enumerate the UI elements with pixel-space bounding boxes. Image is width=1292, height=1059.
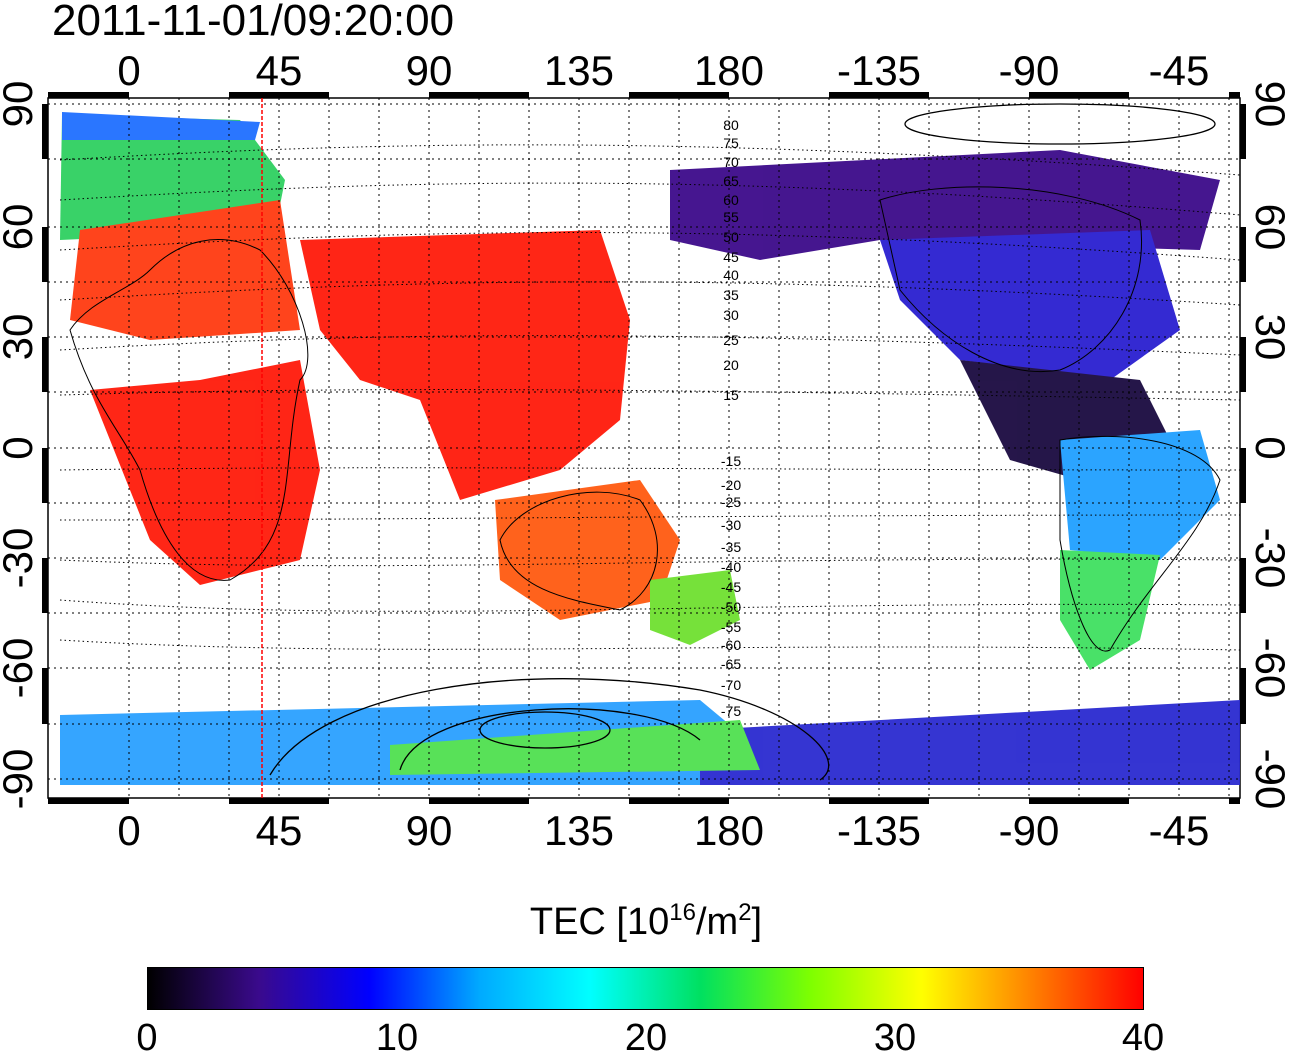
bottom-lon-tick-label: -135	[837, 807, 921, 854]
region-south-america-south	[1060, 550, 1160, 670]
contour-label: 60	[723, 192, 739, 208]
top-lon-tick-label: 180	[694, 47, 764, 94]
contour-label: -50	[721, 599, 741, 615]
coastlines	[69, 186, 1221, 652]
contour-label: 20	[723, 357, 739, 373]
top-longitude-ticks: 0 45 90 135 180 -135 -90 -45	[117, 47, 1209, 94]
colorbar-title-unit: /m	[695, 901, 739, 943]
bottom-lon-tick-label: -45	[1149, 807, 1210, 854]
left-latitude-ticks: 90 60 30 0 -30 -60 -90	[0, 81, 41, 810]
colorbar-title-suffix: ]	[751, 901, 763, 943]
contour-label: -15	[721, 453, 741, 469]
bottom-lon-tick-label: 90	[406, 807, 453, 854]
region-north-europe-edge	[62, 112, 260, 140]
bottom-lon-tick-label: 180	[694, 807, 764, 854]
top-lon-tick-label: 90	[406, 47, 453, 94]
colorbar-tick-label: 10	[375, 1017, 419, 1059]
contour-label: 15	[723, 387, 739, 403]
right-lat-tick-label: -30	[1247, 528, 1292, 589]
contour-label: 45	[723, 249, 739, 265]
top-lon-tick-label: 0	[117, 47, 140, 94]
region-south-america	[1060, 430, 1220, 560]
left-lat-tick-label: 90	[0, 81, 41, 128]
contour-label: -55	[721, 619, 741, 635]
map-border-ticks	[42, 92, 1246, 804]
right-lat-tick-label: 60	[1247, 204, 1292, 251]
contour-label: 35	[723, 287, 739, 303]
region-europe-high	[70, 200, 300, 340]
top-lon-tick-label: -135	[837, 47, 921, 94]
right-lat-tick-label: 30	[1247, 314, 1292, 361]
right-lat-tick-label: -60	[1247, 638, 1292, 699]
colorbar-title-exponent-2: 2	[738, 899, 752, 926]
contour-label: 30	[723, 307, 739, 323]
bottom-lon-tick-label: -90	[999, 807, 1060, 854]
contour-label: -30	[721, 517, 741, 533]
left-lat-tick-label: -60	[0, 638, 41, 699]
colorbar-tick-label: 20	[624, 1017, 668, 1059]
graticule	[48, 98, 1240, 798]
right-lat-tick-label: 90	[1247, 81, 1292, 128]
left-lat-tick-label: 0	[0, 436, 41, 459]
top-lon-tick-label: -90	[999, 47, 1060, 94]
region-north-america	[880, 230, 1180, 380]
contour-label: 55	[723, 209, 739, 225]
colorbar-title-prefix: TEC [10	[529, 901, 670, 943]
colorbar	[147, 967, 1144, 1010]
bottom-lon-tick-label: 0	[117, 807, 140, 854]
colorbar-title: TEC [1016/m2]	[0, 900, 1292, 944]
contour-label: 40	[723, 267, 739, 283]
contour-label: -40	[721, 559, 741, 575]
bottom-lon-tick-label: 135	[544, 807, 614, 854]
left-lat-tick-label: 60	[0, 204, 41, 251]
left-lat-tick-label: 30	[0, 314, 41, 361]
region-antarctica-west	[700, 700, 1240, 785]
right-lat-tick-label: -90	[1247, 749, 1292, 810]
bottom-lon-tick-label: 45	[256, 807, 303, 854]
contour-label: 80	[723, 117, 739, 133]
colorbar-title-exponent-1: 16	[669, 899, 696, 926]
contour-label: -20	[721, 477, 741, 493]
right-lat-tick-label: 0	[1247, 436, 1292, 459]
contour-label: -25	[721, 494, 741, 510]
contour-label: -70	[721, 677, 741, 693]
tec-map: 0 45 90 135 180 -135 -90 -45 0 45 90 135 180 -135 -90…	[0, 47, 1292, 854]
left-lat-tick-label: -30	[0, 528, 41, 589]
contour-label: 70	[723, 154, 739, 170]
colorbar-tick-label: 40	[1121, 1017, 1165, 1059]
contour-label: 50	[723, 229, 739, 245]
top-lon-tick-label: 45	[256, 47, 303, 94]
region-australia	[495, 480, 680, 620]
top-lon-tick-label: 135	[544, 47, 614, 94]
right-latitude-ticks: 90 60 30 0 -30 -60 -90	[1247, 81, 1292, 810]
bottom-longitude-ticks: 0 45 90 135 180 -135 -90 -45	[117, 807, 1209, 854]
aurora-oval-contours	[269, 103, 1216, 781]
contour-label: 25	[723, 332, 739, 348]
region-antarctica-green	[390, 720, 760, 775]
contour-label: -75	[721, 703, 741, 719]
magnetic-latitude-contours	[59, 144, 1240, 651]
region-new-zealand	[650, 570, 740, 645]
timestamp-title: 2011-11-01/09:20:00	[52, 0, 455, 45]
contour-label: -60	[721, 637, 741, 653]
top-lon-tick-label: -45	[1149, 47, 1210, 94]
contour-label: 65	[723, 173, 739, 189]
region-asia-india	[300, 230, 630, 500]
left-lat-tick-label: -90	[0, 749, 41, 810]
colorbar-tick-label: 0	[136, 1017, 158, 1059]
contour-label: -65	[721, 656, 741, 672]
contour-label: 75	[723, 135, 739, 151]
contour-label: -35	[721, 539, 741, 555]
contour-label: -45	[721, 579, 741, 595]
colorbar-tick-label: 30	[873, 1017, 917, 1059]
